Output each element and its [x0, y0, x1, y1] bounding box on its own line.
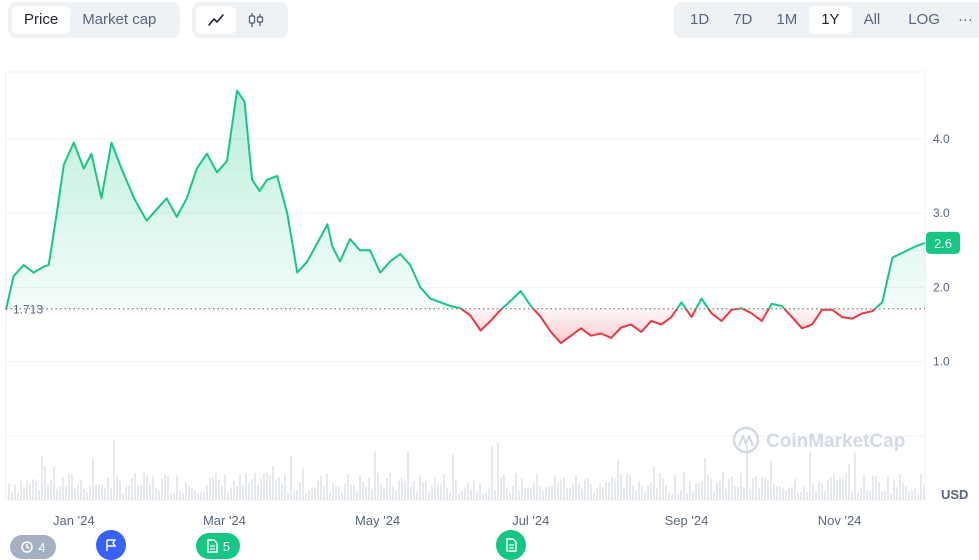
flag-badge[interactable] [96, 530, 126, 560]
volume-bars [8, 440, 925, 500]
history-badge-count: 4 [38, 539, 46, 555]
x-tick-label: Jul '24 [512, 513, 549, 528]
document-icon [207, 539, 218, 553]
coinmarketcap-logo-icon [732, 426, 760, 454]
range-all[interactable]: All [863, 11, 881, 28]
range-7d[interactable]: 7D [733, 11, 753, 28]
y-axis-ticks: 1.0 2.0 3.0 4.0 [933, 132, 950, 369]
tab-market-cap[interactable]: Market cap [82, 11, 157, 28]
news-badge-count: 5 [222, 538, 231, 554]
y-tick-label: 2.0 [933, 280, 950, 294]
candlestick-icon[interactable] [236, 6, 276, 34]
metric-tabs: Price Market cap [8, 2, 180, 38]
history-badge[interactable]: 4 [10, 535, 56, 559]
tab-price[interactable]: Price [12, 6, 71, 34]
chart-type-toggle [192, 2, 288, 38]
currency-label: USD [941, 487, 968, 502]
price-area-above-baseline [6, 90, 925, 309]
x-tick-label: Mar '24 [203, 513, 246, 528]
news-badge-jul[interactable] [496, 530, 526, 560]
more-options-button[interactable]: ··· [957, 11, 973, 28]
watermark: CoinMarketCap [732, 426, 905, 454]
x-tick-label: Nov '24 [818, 513, 862, 528]
news-badge[interactable]: 5 [196, 533, 240, 559]
range-tabs: 1D 7D 1M 1Y All LOG ··· [674, 2, 979, 38]
x-tick-label: Sep '24 [665, 513, 709, 528]
watermark-text: CoinMarketCap [766, 431, 905, 452]
y-tick-label: 4.0 [933, 132, 950, 146]
history-icon [21, 541, 34, 553]
x-tick-label: Jan '24 [53, 513, 95, 528]
price-line-above-baseline [5, 89, 926, 309]
range-1m[interactable]: 1M [776, 11, 798, 28]
price-area-below-baseline [6, 308, 876, 344]
current-price-marker: 2.6 [926, 231, 960, 254]
range-1y[interactable]: 1Y [809, 6, 852, 34]
x-tick-label: May '24 [355, 513, 400, 528]
current-price-label: 2.6 [934, 236, 952, 251]
baseline-label: 1.713 [13, 303, 43, 317]
y-tick-label: 3.0 [933, 206, 950, 220]
range-1d[interactable]: 1D [690, 11, 710, 28]
range-log[interactable]: LOG [908, 11, 940, 28]
line-chart-icon[interactable] [196, 6, 236, 34]
y-tick-label: 1.0 [933, 355, 950, 369]
flag-icon [106, 539, 117, 551]
x-axis-ticks: Jan '24 Mar '24 May '24 Jul '24 Sep '24 Nov '… [53, 513, 861, 528]
document-icon [506, 538, 517, 552]
